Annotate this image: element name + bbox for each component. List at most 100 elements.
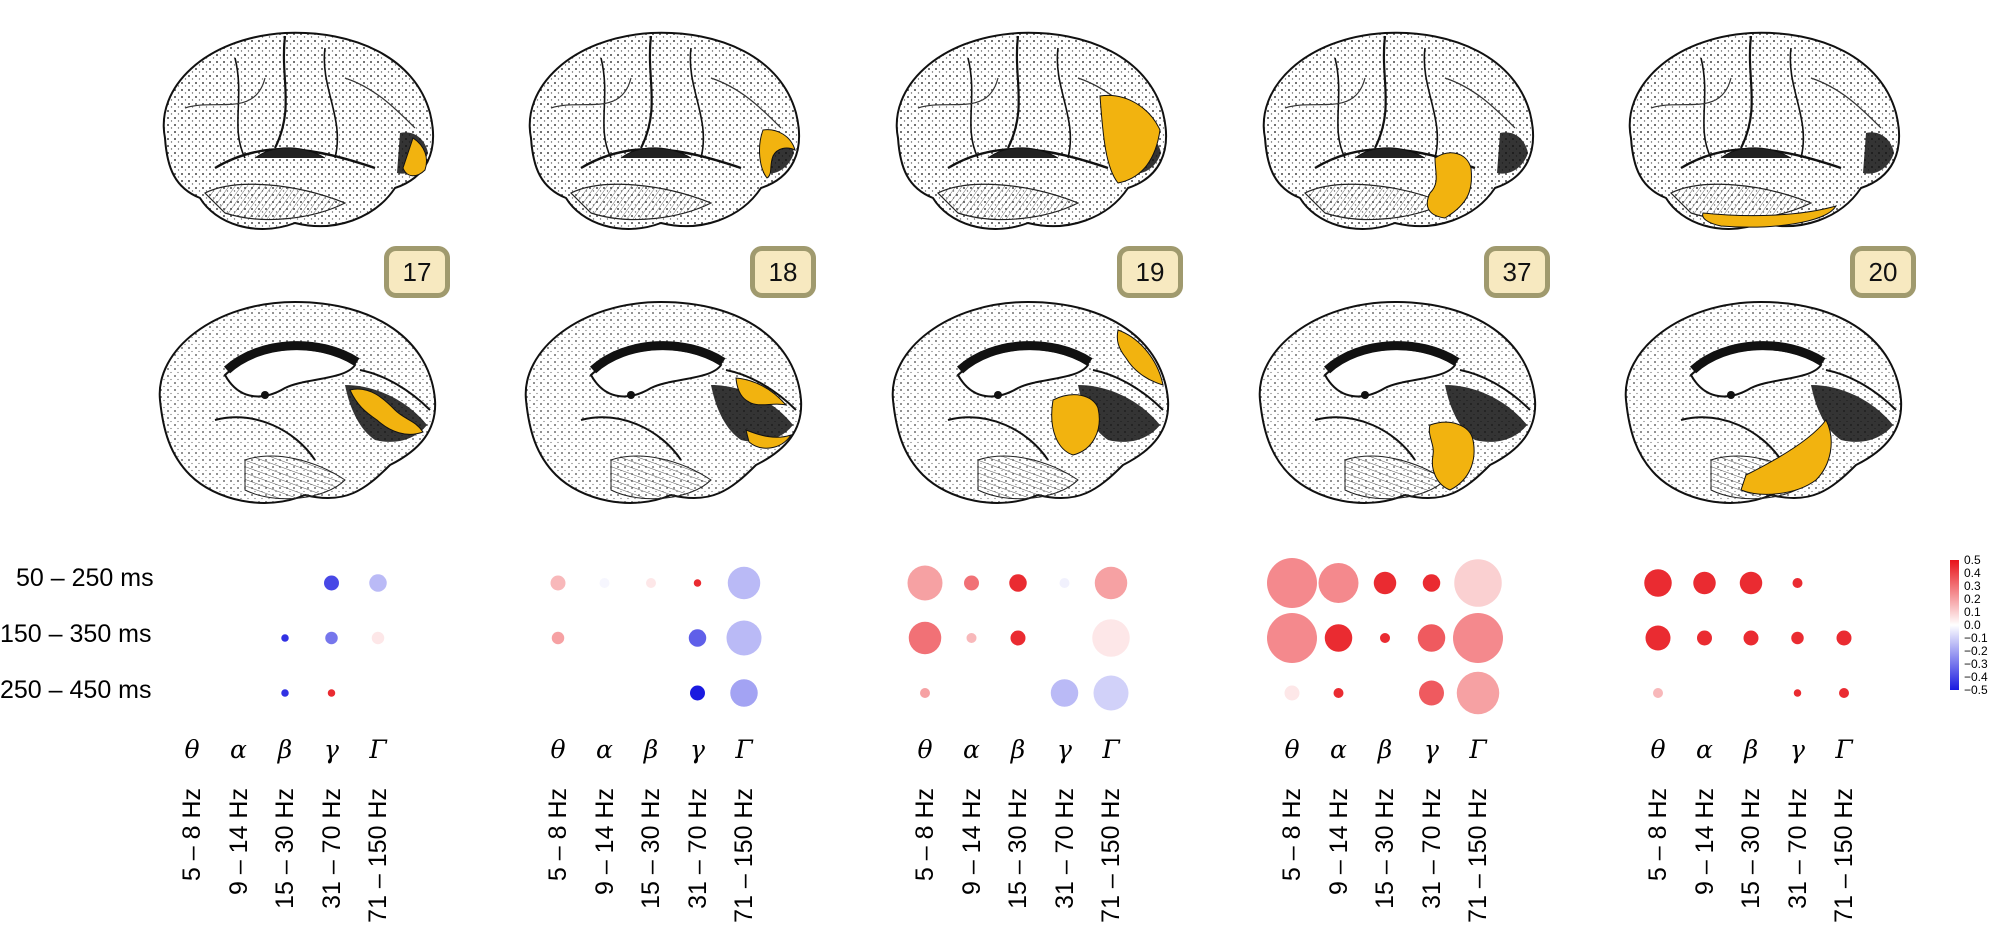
dot-19-r2-c0 — [920, 688, 930, 698]
medial-brain-20 — [1624, 300, 1903, 504]
dot-18-r1-c4 — [726, 620, 762, 656]
band-symbol-19-3: γ — [1057, 735, 1072, 764]
band-symbol-19-2: β — [1010, 735, 1026, 764]
dot-20-r0-c1 — [1693, 571, 1716, 595]
dot-19-r1-c1 — [966, 633, 977, 643]
row-label-0: 50 – 250 ms — [16, 564, 154, 592]
dot-20-r1-c1 — [1697, 630, 1712, 646]
band-range-19-2: 15 – 30 Hz — [1004, 788, 1032, 909]
lateral-brain-18 — [528, 31, 801, 230]
band-symbol-17-0: θ — [184, 735, 200, 764]
colorbar-tick-0: 0.5 — [1964, 553, 1981, 567]
band-range-20-1: 9 – 14 Hz — [1690, 788, 1719, 896]
dot-18-r0-c4 — [727, 566, 761, 600]
band-range-18-1: 9 – 14 Hz — [590, 788, 619, 896]
dot-17-r1-c3 — [325, 631, 338, 645]
area-badge-19: 19 — [1117, 246, 1183, 298]
band-symbol-18-3: γ — [690, 735, 705, 764]
colorbar-tick-10: −0.5 — [1964, 683, 1988, 697]
band-symbol-37-1: α — [1330, 735, 1347, 764]
dot-19-r0-c0 — [907, 565, 943, 601]
colorbar-tick-3: 0.2 — [1964, 592, 1981, 606]
medial-brain-37 — [1258, 300, 1537, 504]
band-range-17-2: 15 – 30 Hz — [271, 788, 299, 909]
band-range-37-2: 15 – 30 Hz — [1371, 788, 1399, 909]
dot-19-r1-c0 — [908, 621, 942, 655]
colorbar-tick-7: −0.2 — [1964, 644, 1988, 658]
dot-19-r2-c4 — [1093, 675, 1129, 711]
band-range-18-4: 71 – 150 Hz — [730, 788, 758, 923]
dot-18-r2-c3 — [690, 685, 705, 701]
dot-37-r0-c0 — [1267, 558, 1317, 608]
area-badge-18: 18 — [750, 246, 816, 298]
dot-37-r1-c4 — [1453, 613, 1503, 663]
dot-19-r0-c2 — [1009, 574, 1027, 592]
band-symbol-20-2: β — [1743, 735, 1759, 764]
band-symbol-18-0: θ — [550, 735, 566, 764]
dot-19-r2-c3 — [1050, 679, 1079, 707]
dot-19-r0-c4 — [1094, 566, 1128, 600]
dot-18-r0-c0 — [550, 575, 566, 591]
band-range-20-3: 31 – 70 Hz — [1783, 788, 1812, 909]
dot-37-r0-c2 — [1373, 571, 1397, 595]
band-symbol-19-4: Γ — [1102, 735, 1120, 764]
dot-17-r2-c2 — [281, 689, 289, 697]
colorbar-tick-9: −0.4 — [1964, 670, 1988, 684]
area-badge-17: 17 — [384, 246, 450, 298]
dot-20-r0-c2 — [1739, 571, 1763, 595]
band-symbol-20-0: θ — [1650, 735, 1666, 764]
band-symbol-17-1: α — [230, 735, 247, 764]
band-symbol-20-4: Γ — [1835, 735, 1853, 764]
band-symbol-17-4: Γ — [369, 735, 387, 764]
band-range-37-3: 31 – 70 Hz — [1417, 788, 1446, 909]
dot-20-r2-c0 — [1653, 688, 1663, 698]
band-range-19-4: 71 – 150 Hz — [1097, 788, 1125, 923]
dot-37-r0-c3 — [1422, 574, 1441, 592]
dot-18-r0-c2 — [646, 578, 656, 588]
lateral-brain-17 — [162, 31, 435, 230]
band-symbol-17-3: γ — [324, 735, 339, 764]
dot-37-r0-c1 — [1318, 563, 1359, 603]
lateral-brain-19 — [895, 31, 1168, 230]
band-range-20-0: 5 – 8 Hz — [1644, 788, 1672, 882]
area-badge-20: 20 — [1850, 246, 1916, 298]
band-symbol-17-2: β — [277, 735, 293, 764]
colorbar-gradient — [1950, 560, 1959, 690]
colorbar-tick-5: 0.0 — [1964, 618, 1981, 632]
band-range-37-1: 9 – 14 Hz — [1324, 788, 1353, 896]
dot-17-r2-c3 — [327, 689, 336, 697]
band-symbol-18-4: Γ — [735, 735, 753, 764]
area-badge-37: 37 — [1484, 246, 1550, 298]
colorbar-tick-6: −0.1 — [1964, 631, 1988, 645]
dot-19-r0-c3 — [1059, 578, 1070, 588]
dot-20-r2-c4 — [1839, 688, 1849, 698]
dot-18-r0-c3 — [693, 579, 702, 587]
band-range-37-4: 71 – 150 Hz — [1464, 788, 1492, 923]
lateral-brain-37 — [1262, 31, 1535, 230]
band-range-20-4: 71 – 150 Hz — [1830, 788, 1858, 923]
band-symbol-19-1: α — [963, 735, 980, 764]
dot-20-r2-c3 — [1793, 689, 1802, 697]
band-range-19-1: 9 – 14 Hz — [957, 788, 986, 896]
dot-20-r1-c4 — [1836, 630, 1852, 646]
dot-18-r2-c4 — [730, 679, 758, 707]
band-range-17-3: 31 – 70 Hz — [317, 788, 346, 909]
dot-37-r2-c1 — [1333, 688, 1344, 698]
band-symbol-20-3: γ — [1790, 735, 1805, 764]
dot-20-r0-c3 — [1792, 578, 1803, 588]
band-range-18-0: 5 – 8 Hz — [544, 788, 572, 882]
dot-37-r1-c1 — [1324, 624, 1353, 652]
dot-17-r0-c3 — [324, 575, 339, 591]
dot-18-r0-c1 — [599, 578, 610, 588]
dot-20-r1-c0 — [1645, 625, 1671, 651]
band-range-20-2: 15 – 30 Hz — [1737, 788, 1765, 909]
band-symbol-20-1: α — [1696, 735, 1713, 764]
dot-20-r1-c2 — [1743, 630, 1759, 646]
band-range-17-1: 9 – 14 Hz — [224, 788, 253, 896]
band-symbol-18-1: α — [596, 735, 613, 764]
band-symbol-19-0: θ — [917, 735, 933, 764]
dot-18-r1-c0 — [551, 631, 565, 645]
dot-37-r2-c4 — [1456, 671, 1500, 715]
dot-37-r2-c3 — [1419, 680, 1444, 706]
colorbar-tick-2: 0.3 — [1964, 579, 1981, 593]
